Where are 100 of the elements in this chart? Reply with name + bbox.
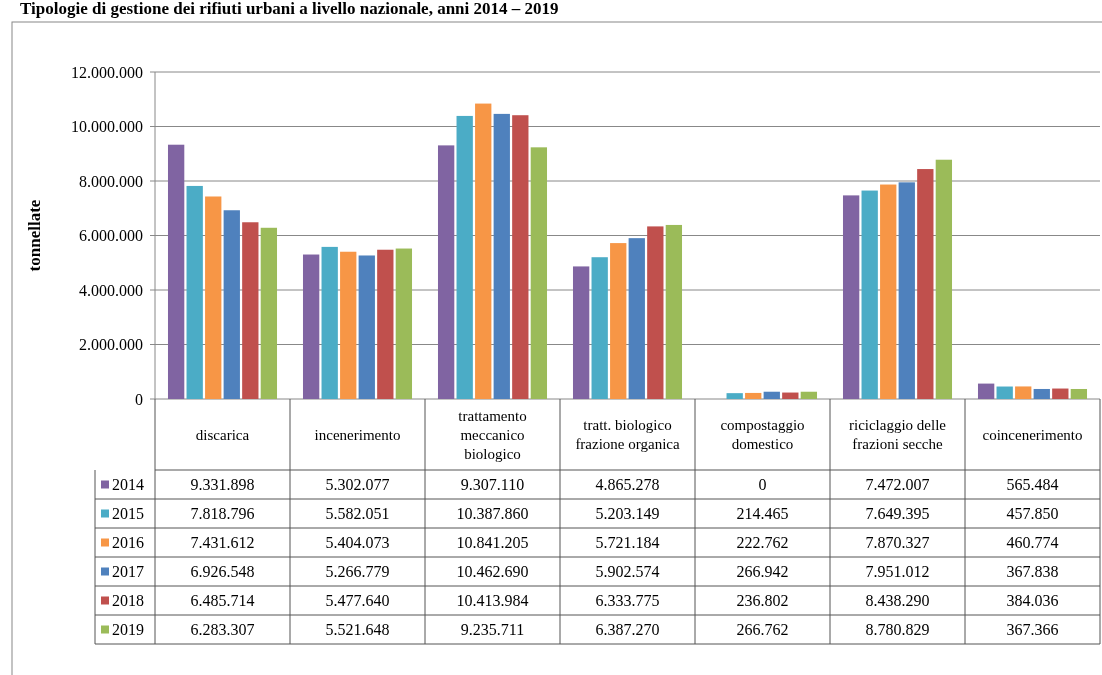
bar	[647, 226, 664, 399]
legend-label: 2014	[112, 476, 144, 494]
legend-label: 2017	[112, 563, 144, 581]
y-tick-label: 0	[135, 390, 143, 408]
data-label: 7.649.395	[865, 505, 930, 523]
y-tick-label: 4.000.000	[79, 281, 143, 299]
bar	[437, 145, 455, 399]
bar	[800, 391, 818, 399]
bar	[186, 185, 203, 399]
data-label: 7.951.012	[865, 563, 930, 581]
y-tick-label: 10.000.000	[71, 118, 143, 136]
data-label: 457.850	[1006, 505, 1059, 523]
data-label: 7.472.007	[865, 476, 930, 494]
bar	[861, 190, 878, 399]
data-label: 266.942	[736, 563, 789, 581]
bar	[842, 195, 860, 399]
data-label: 6.926.548	[190, 563, 255, 581]
data-label: 8.780.829	[865, 621, 930, 639]
x-tick-label: coincenerimento	[982, 426, 1083, 443]
bar	[321, 246, 338, 399]
data-label: 10.387.860	[456, 505, 529, 523]
x-tick-label: discarica	[195, 426, 250, 443]
x-tick-label: tratt. biologico frazione organica	[575, 417, 680, 453]
data-label: 7.870.327	[865, 534, 930, 552]
bar	[1052, 388, 1069, 399]
bar	[456, 115, 473, 399]
data-label: 5.404.073	[325, 534, 390, 552]
data-label: 5.721.184	[595, 534, 660, 552]
bar	[977, 383, 995, 399]
x-tick-label: compostaggio domestico	[720, 417, 805, 453]
data-label: 565.484	[1006, 476, 1059, 494]
y-tick-label: 2.000.000	[79, 336, 143, 354]
data-label: 9.331.898	[190, 476, 255, 494]
bar	[726, 393, 743, 399]
bar	[935, 159, 953, 399]
bar	[763, 391, 780, 399]
data-label: 0	[758, 476, 767, 494]
data-label: 4.865.278	[595, 476, 660, 494]
bar	[880, 184, 897, 399]
bar	[242, 222, 259, 399]
data-label: 367.838	[1006, 563, 1059, 581]
chart-title: Tipologie di gestione dei rifiuti urbani a livello nazionale, anni 2014 – 2019	[20, 0, 559, 18]
data-label: 222.762	[736, 534, 789, 552]
data-label: 5.521.648	[325, 621, 390, 639]
bar	[512, 115, 529, 399]
bar	[610, 243, 627, 399]
x-tick-label: riciclaggio delle frazioni secche	[848, 417, 947, 453]
bar	[530, 147, 548, 399]
data-label: 6.485.714	[190, 592, 255, 610]
data-label: 5.902.574	[595, 563, 660, 581]
data-label: 6.283.307	[190, 621, 255, 639]
bar	[302, 254, 320, 399]
bar	[572, 266, 590, 399]
bar	[591, 257, 608, 399]
y-tick-label: 6.000.000	[79, 227, 143, 245]
data-label: 9.307.110	[460, 476, 525, 494]
data-label: 384.036	[1006, 592, 1059, 610]
data-label: 5.302.077	[325, 476, 390, 494]
bar	[475, 103, 492, 399]
data-label: 5.203.149	[595, 505, 660, 523]
x-tick-label: incenerimento	[314, 426, 401, 443]
data-label: 7.818.796	[190, 505, 255, 523]
bar	[493, 113, 510, 399]
bar	[167, 144, 185, 399]
bar	[377, 249, 394, 399]
bar	[358, 255, 375, 399]
bar	[340, 251, 357, 399]
data-label: 6.333.775	[595, 592, 660, 610]
y-axis-title: tonnellate	[25, 199, 44, 272]
data-label: 7.431.612	[190, 534, 255, 552]
data-label: 266.762	[736, 621, 789, 639]
x-tick-label: trattamento meccanico biologico	[458, 407, 527, 462]
bar	[898, 182, 915, 399]
data-label: 5.477.640	[325, 592, 390, 610]
bar	[782, 392, 799, 399]
data-label: 10.462.690	[456, 563, 529, 581]
bar	[1070, 388, 1088, 399]
data-label: 236.802	[736, 592, 789, 610]
bar	[665, 224, 683, 399]
data-label: 367.366	[1006, 621, 1059, 639]
bar	[395, 248, 413, 399]
data-label: 10.413.984	[456, 592, 529, 610]
bar	[205, 196, 222, 399]
legend-label: 2015	[112, 505, 144, 523]
data-label: 6.387.270	[595, 621, 660, 639]
legend-label: 2016	[112, 534, 144, 552]
data-label: 214.465	[736, 505, 789, 523]
bar	[917, 169, 934, 399]
bar	[260, 227, 278, 399]
y-tick-label: 12.000.000	[71, 63, 143, 81]
bar	[996, 386, 1013, 399]
y-tick-label: 8.000.000	[79, 172, 143, 190]
legend-label: 2019	[112, 621, 144, 639]
bar	[1015, 386, 1032, 399]
bar	[628, 238, 645, 399]
bar	[745, 392, 762, 399]
data-label: 8.438.290	[865, 592, 930, 610]
bar	[223, 210, 240, 399]
legend-label: 2018	[112, 592, 144, 610]
data-label: 5.266.779	[325, 563, 390, 581]
